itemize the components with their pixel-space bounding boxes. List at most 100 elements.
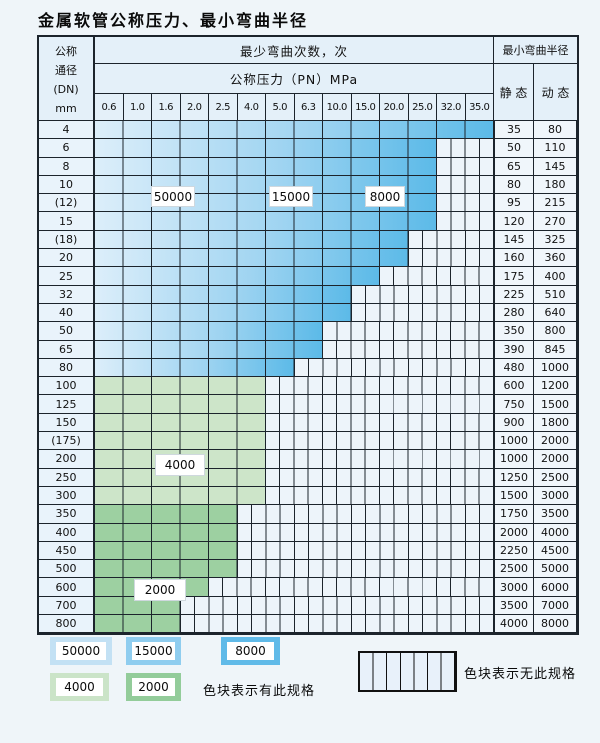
static-radius-value: 1000	[494, 450, 534, 469]
static-radius-value: 50	[494, 139, 534, 158]
static-radius-value: 480	[494, 358, 534, 378]
dn-header-line: mm	[55, 101, 77, 115]
dynamic-radius-value: 1800	[534, 413, 577, 433]
pn-column-header: 5.0	[266, 94, 295, 121]
dynamic-radius-value: 145	[534, 157, 577, 176]
no-spec-band	[266, 486, 494, 506]
legend-swatch-label: 15000	[132, 642, 175, 660]
spec-band	[95, 358, 295, 378]
no-spec-band	[266, 468, 494, 487]
spec-band	[95, 212, 437, 231]
no-spec-band	[209, 578, 494, 597]
pn-column-header: 10.0	[323, 94, 352, 121]
no-spec-band	[437, 157, 494, 176]
legend-swatch-15000: 15000	[126, 637, 181, 665]
dn-value: 100	[39, 377, 95, 396]
static-radius-value: 175	[494, 267, 534, 286]
static-radius-value: 4000	[494, 615, 534, 634]
legend-swatch-label: 8000	[227, 642, 274, 660]
spec-band	[95, 322, 323, 341]
dn-value: 200	[39, 450, 95, 469]
pn-column-header: 25.0	[408, 94, 437, 121]
no-spec-band	[266, 432, 494, 451]
dn-value: 350	[39, 505, 95, 524]
static-radius-value: 1500	[494, 486, 534, 506]
dynamic-radius-value: 80	[534, 121, 577, 140]
dynamic-radius-value: 4500	[534, 541, 577, 561]
dn-header-line: 公称	[55, 44, 77, 58]
dynamic-radius-value: 1200	[534, 377, 577, 396]
static-radius-value: 120	[494, 212, 534, 231]
dn-value: 400	[39, 523, 95, 542]
pn-column-header: 20.0	[380, 94, 409, 121]
dynamic-radius-value: 270	[534, 212, 577, 231]
legend-swatch-label: 2000	[132, 678, 175, 696]
spec-band	[95, 486, 266, 506]
no-spec-band	[437, 194, 494, 213]
legend-no-spec-text: 色块表示无此规格	[464, 667, 577, 682]
dn-value: 40	[39, 303, 95, 323]
radius-title: 最小弯曲半径	[494, 37, 577, 64]
static-radius-value: 1250	[494, 468, 534, 487]
dynamic-radius-value: 2000	[534, 432, 577, 451]
dn-value: (12)	[39, 194, 95, 213]
spec-band	[95, 340, 323, 359]
dn-header-line: (DN)	[53, 82, 79, 96]
dn-value: 500	[39, 560, 95, 579]
dn-value: 32	[39, 285, 95, 304]
legend-swatch-2000: 2000	[126, 673, 181, 701]
dynamic-radius-value: 8000	[534, 615, 577, 634]
static-radius-value: 145	[494, 230, 534, 250]
spec-band	[95, 505, 238, 524]
dynamic-radius-value: 510	[534, 285, 577, 304]
spec-band	[95, 157, 437, 176]
static-radius-value: 750	[494, 395, 534, 414]
pn-column-header: 2.5	[209, 94, 238, 121]
static-radius-value: 3500	[494, 596, 534, 616]
dn-value: 50	[39, 322, 95, 341]
no-spec-band	[437, 139, 494, 158]
legend-swatch-label: 4000	[56, 678, 103, 696]
no-spec-band	[266, 413, 494, 433]
no-spec-band	[237, 505, 494, 524]
legend-swatch-8000: 8000	[221, 637, 280, 665]
pressure-table-grid: 公称 通径 (DN) mm 最少弯曲次数，次 最小弯曲半径 公称压力（PN）MP…	[39, 37, 577, 634]
pn-column-header: 32.0	[437, 94, 466, 121]
no-spec-band	[380, 267, 494, 286]
pressure-title: 公称压力（PN）MPa	[95, 64, 494, 94]
spec-band	[95, 560, 238, 579]
dynamic-radius-value: 800	[534, 322, 577, 341]
dn-value: (18)	[39, 230, 95, 250]
static-radius-value: 3000	[494, 578, 534, 597]
static-radius-value: 160	[494, 249, 534, 268]
dn-value: 25	[39, 267, 95, 286]
cycles-title: 最少弯曲次数，次	[95, 37, 494, 64]
spec-band	[95, 523, 238, 542]
dynamic-radius-value: 6000	[534, 578, 577, 597]
legend-has-spec-text: 色块表示有此规格	[203, 684, 316, 699]
dynamic-radius-value: 2000	[534, 450, 577, 469]
static-radius-value: 600	[494, 377, 534, 396]
dn-value: 450	[39, 541, 95, 561]
static-radius-value: 280	[494, 303, 534, 323]
spec-band	[95, 139, 437, 158]
pn-column-header: 6.3	[294, 94, 323, 121]
dn-value: 10	[39, 175, 95, 195]
spec-band	[95, 432, 266, 451]
no-spec-band	[408, 249, 494, 268]
dn-value: 600	[39, 578, 95, 597]
dynamic-radius-value: 1000	[534, 358, 577, 378]
static-radius-value: 35	[494, 121, 534, 140]
pn-column-header: 1.0	[123, 94, 152, 121]
no-spec-band	[266, 395, 494, 414]
cycle-count-label-15000: 15000	[269, 186, 313, 207]
no-spec-band	[408, 230, 494, 250]
dynamic-radius-value: 1500	[534, 395, 577, 414]
dn-value: 125	[39, 395, 95, 414]
spec-band	[95, 541, 238, 561]
dn-value: 8	[39, 157, 95, 176]
legend-no-spec-swatch	[358, 651, 457, 692]
dynamic-radius-value: 215	[534, 194, 577, 213]
no-spec-band	[323, 340, 494, 359]
